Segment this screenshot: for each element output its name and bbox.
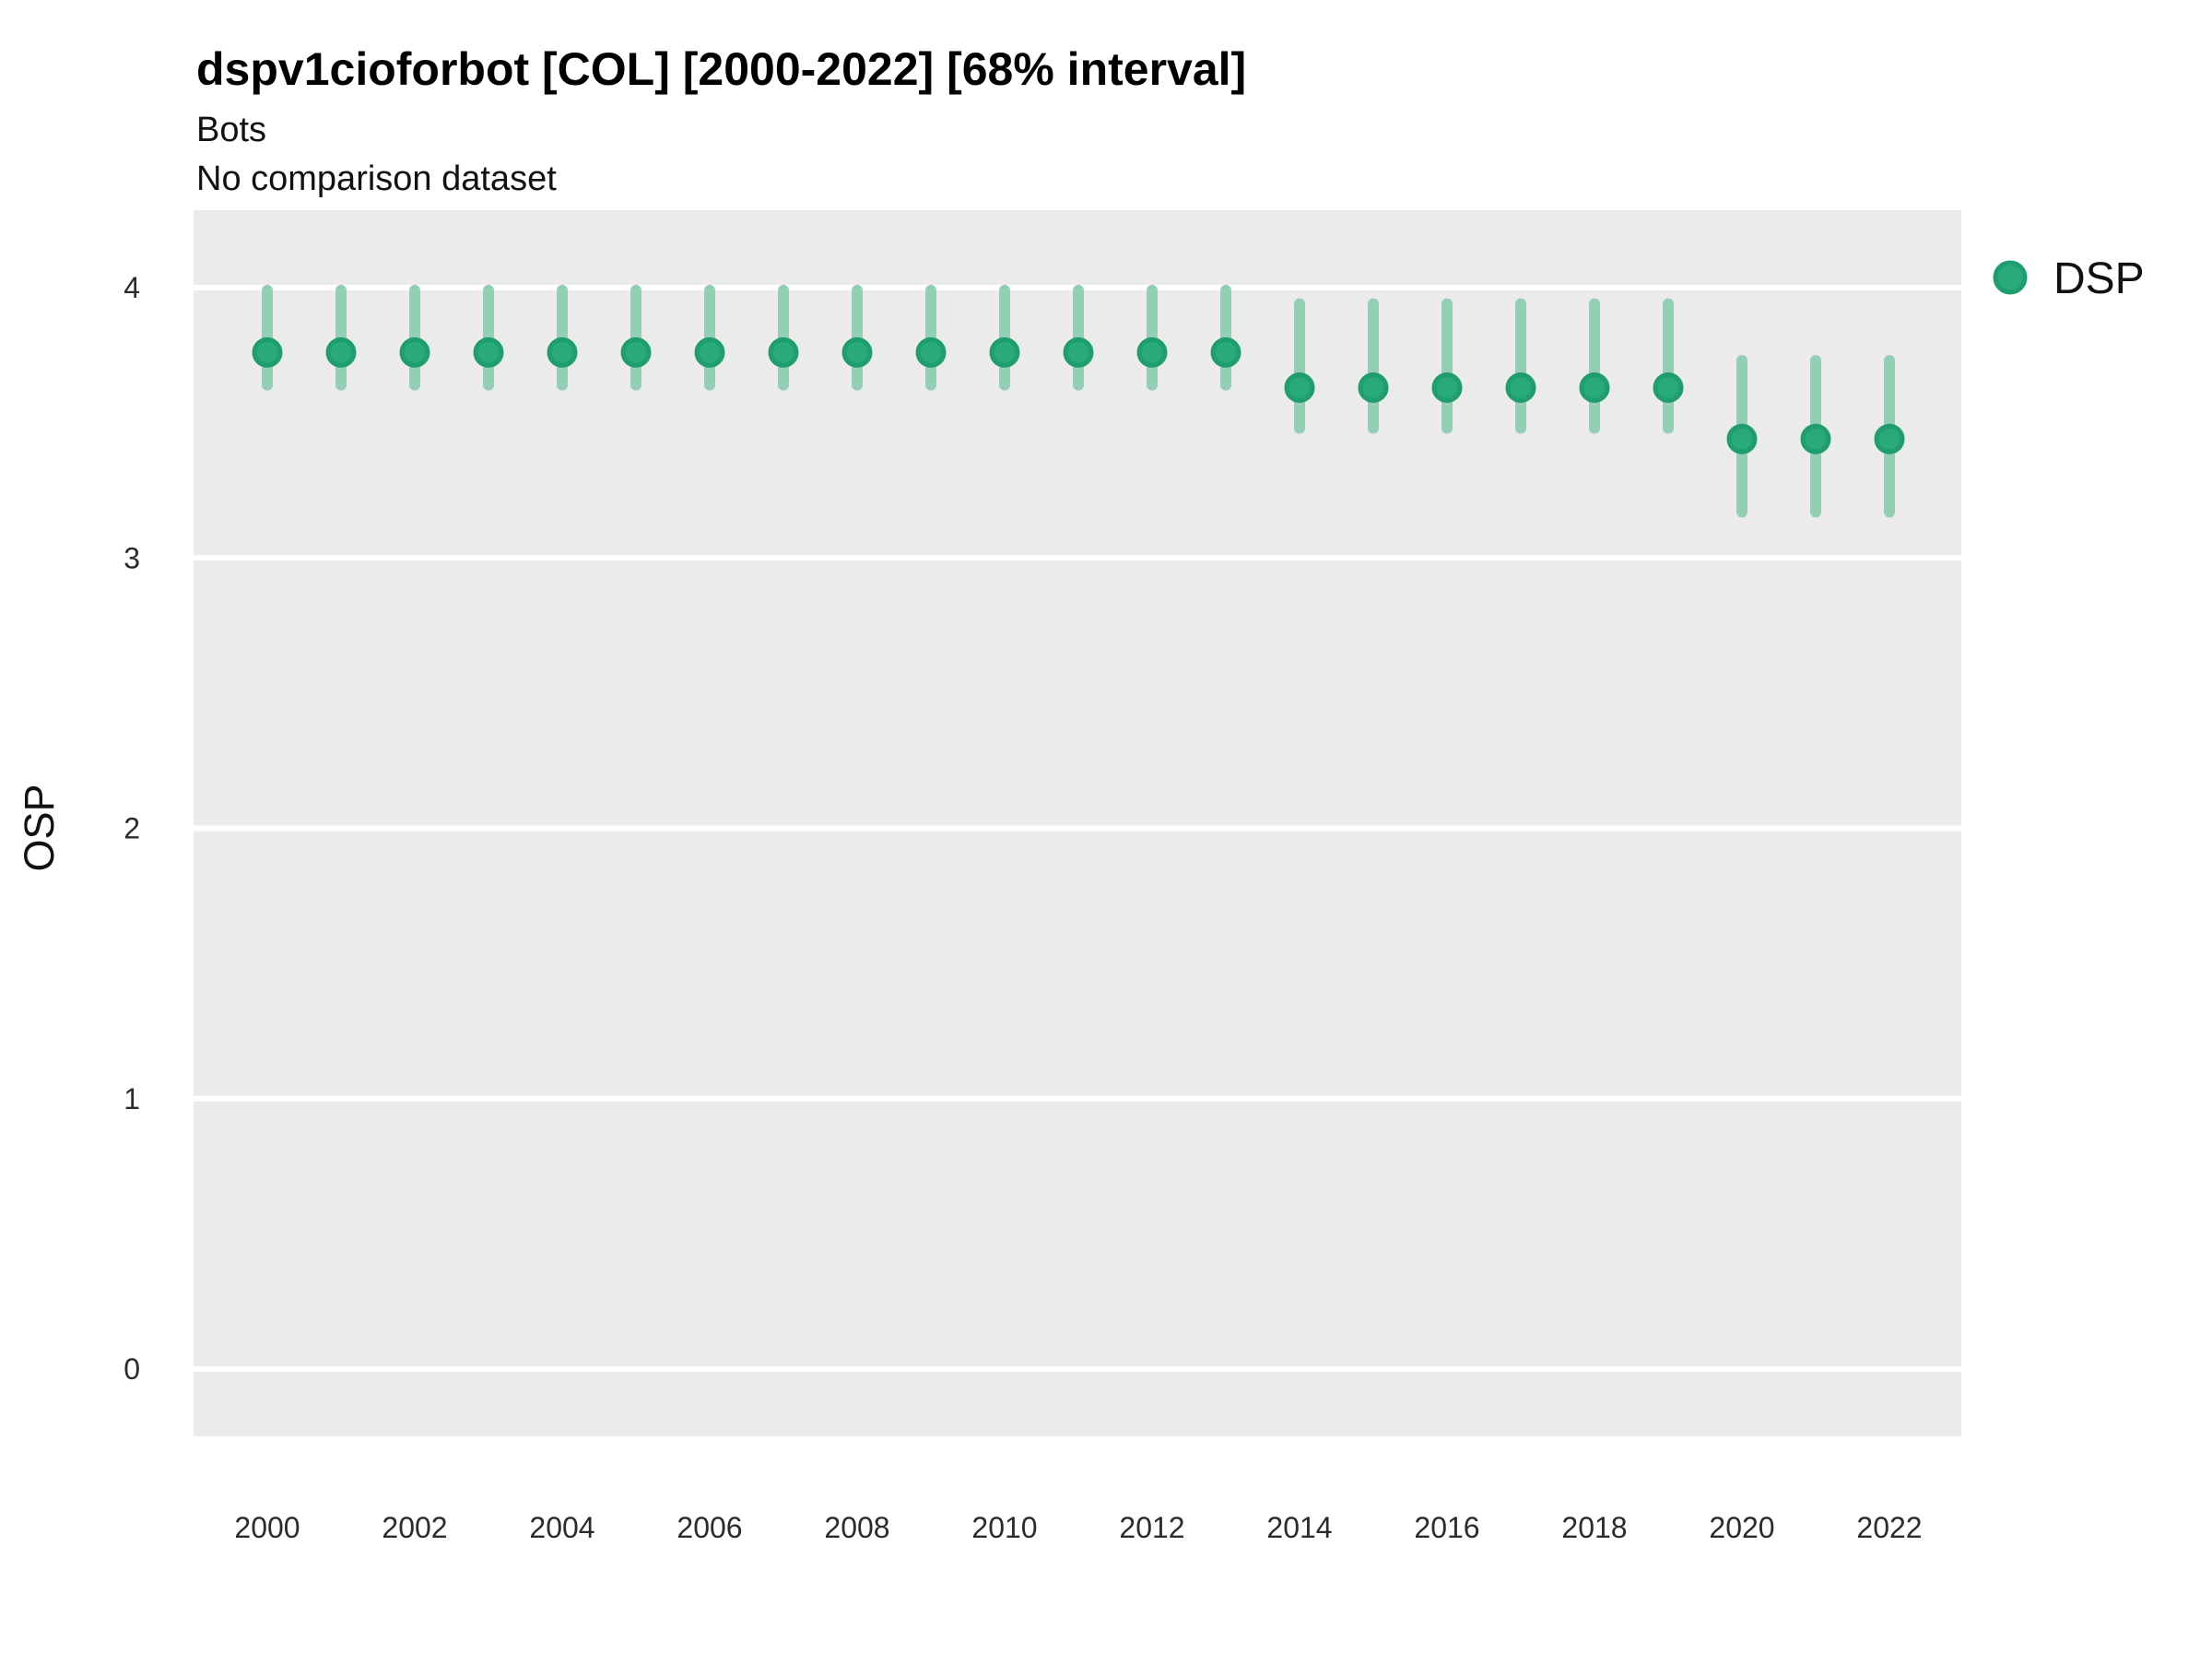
legend-label: DSP [2053,254,2145,303]
data-points [252,336,1905,454]
chart-title: dspv1cioforbot [COL] [2000-2022] [68% in… [196,43,1246,95]
x-tick-label-2014: 2014 [1266,1511,1332,1544]
plot-panel [194,210,1961,1436]
legend-point-icon [1993,260,2028,295]
x-tick-label-2010: 2010 [971,1511,1037,1544]
legend: DSP [1993,254,2145,303]
data-point-2004 [547,336,578,368]
data-point-2007 [768,336,799,368]
data-point-2011 [1063,336,1094,368]
data-point-2000 [252,336,283,368]
data-point-2008 [841,336,873,368]
data-point-2021 [1800,423,1831,454]
data-point-2005 [620,336,652,368]
data-point-2017 [1505,372,1536,404]
data-point-2010 [989,336,1020,368]
x-tick-label-2012: 2012 [1119,1511,1184,1544]
x-tick-label-2004: 2004 [529,1511,594,1544]
data-point-2009 [915,336,947,368]
data-point-2016 [1431,372,1463,404]
data-point-2018 [1579,372,1610,404]
x-tick-label-2008: 2008 [824,1511,889,1544]
y-axis-title: OSP [16,784,63,871]
y-tick-label-4: 4 [124,271,140,304]
data-point-2022 [1874,423,1905,454]
data-point-2019 [1653,372,1684,404]
y-tick-label-3: 3 [124,541,140,574]
x-tick-label-2016: 2016 [1414,1511,1479,1544]
chart-note: No comparison dataset [196,159,557,198]
x-tick-label-2022: 2022 [1856,1511,1922,1544]
data-point-2003 [473,336,504,368]
y-tick-label-0: 0 [124,1352,140,1386]
data-point-2001 [325,336,357,368]
data-point-2020 [1726,423,1758,454]
data-point-2002 [399,336,430,368]
x-axis-tick-labels: 2000 2002 2004 2006 2008 2010 2012 2014 2016 2018… [234,1511,1922,1544]
data-point-2015 [1358,372,1389,404]
x-tick-label-2006: 2006 [677,1511,742,1544]
y-tick-label-1: 1 [124,1082,140,1115]
x-tick-label-2002: 2002 [382,1511,447,1544]
x-tick-label-2000: 2000 [234,1511,300,1544]
data-point-2014 [1284,372,1315,404]
data-point-2013 [1210,336,1241,368]
x-tick-label-2018: 2018 [1561,1511,1627,1544]
data-point-2006 [694,336,725,368]
x-tick-label-2020: 2020 [1709,1511,1774,1544]
y-axis-tick-labels: 0 1 2 3 4 [124,271,140,1386]
data-point-2012 [1136,336,1168,368]
y-tick-label-2: 2 [124,812,140,845]
chart-subtitle: Bots [196,111,266,149]
